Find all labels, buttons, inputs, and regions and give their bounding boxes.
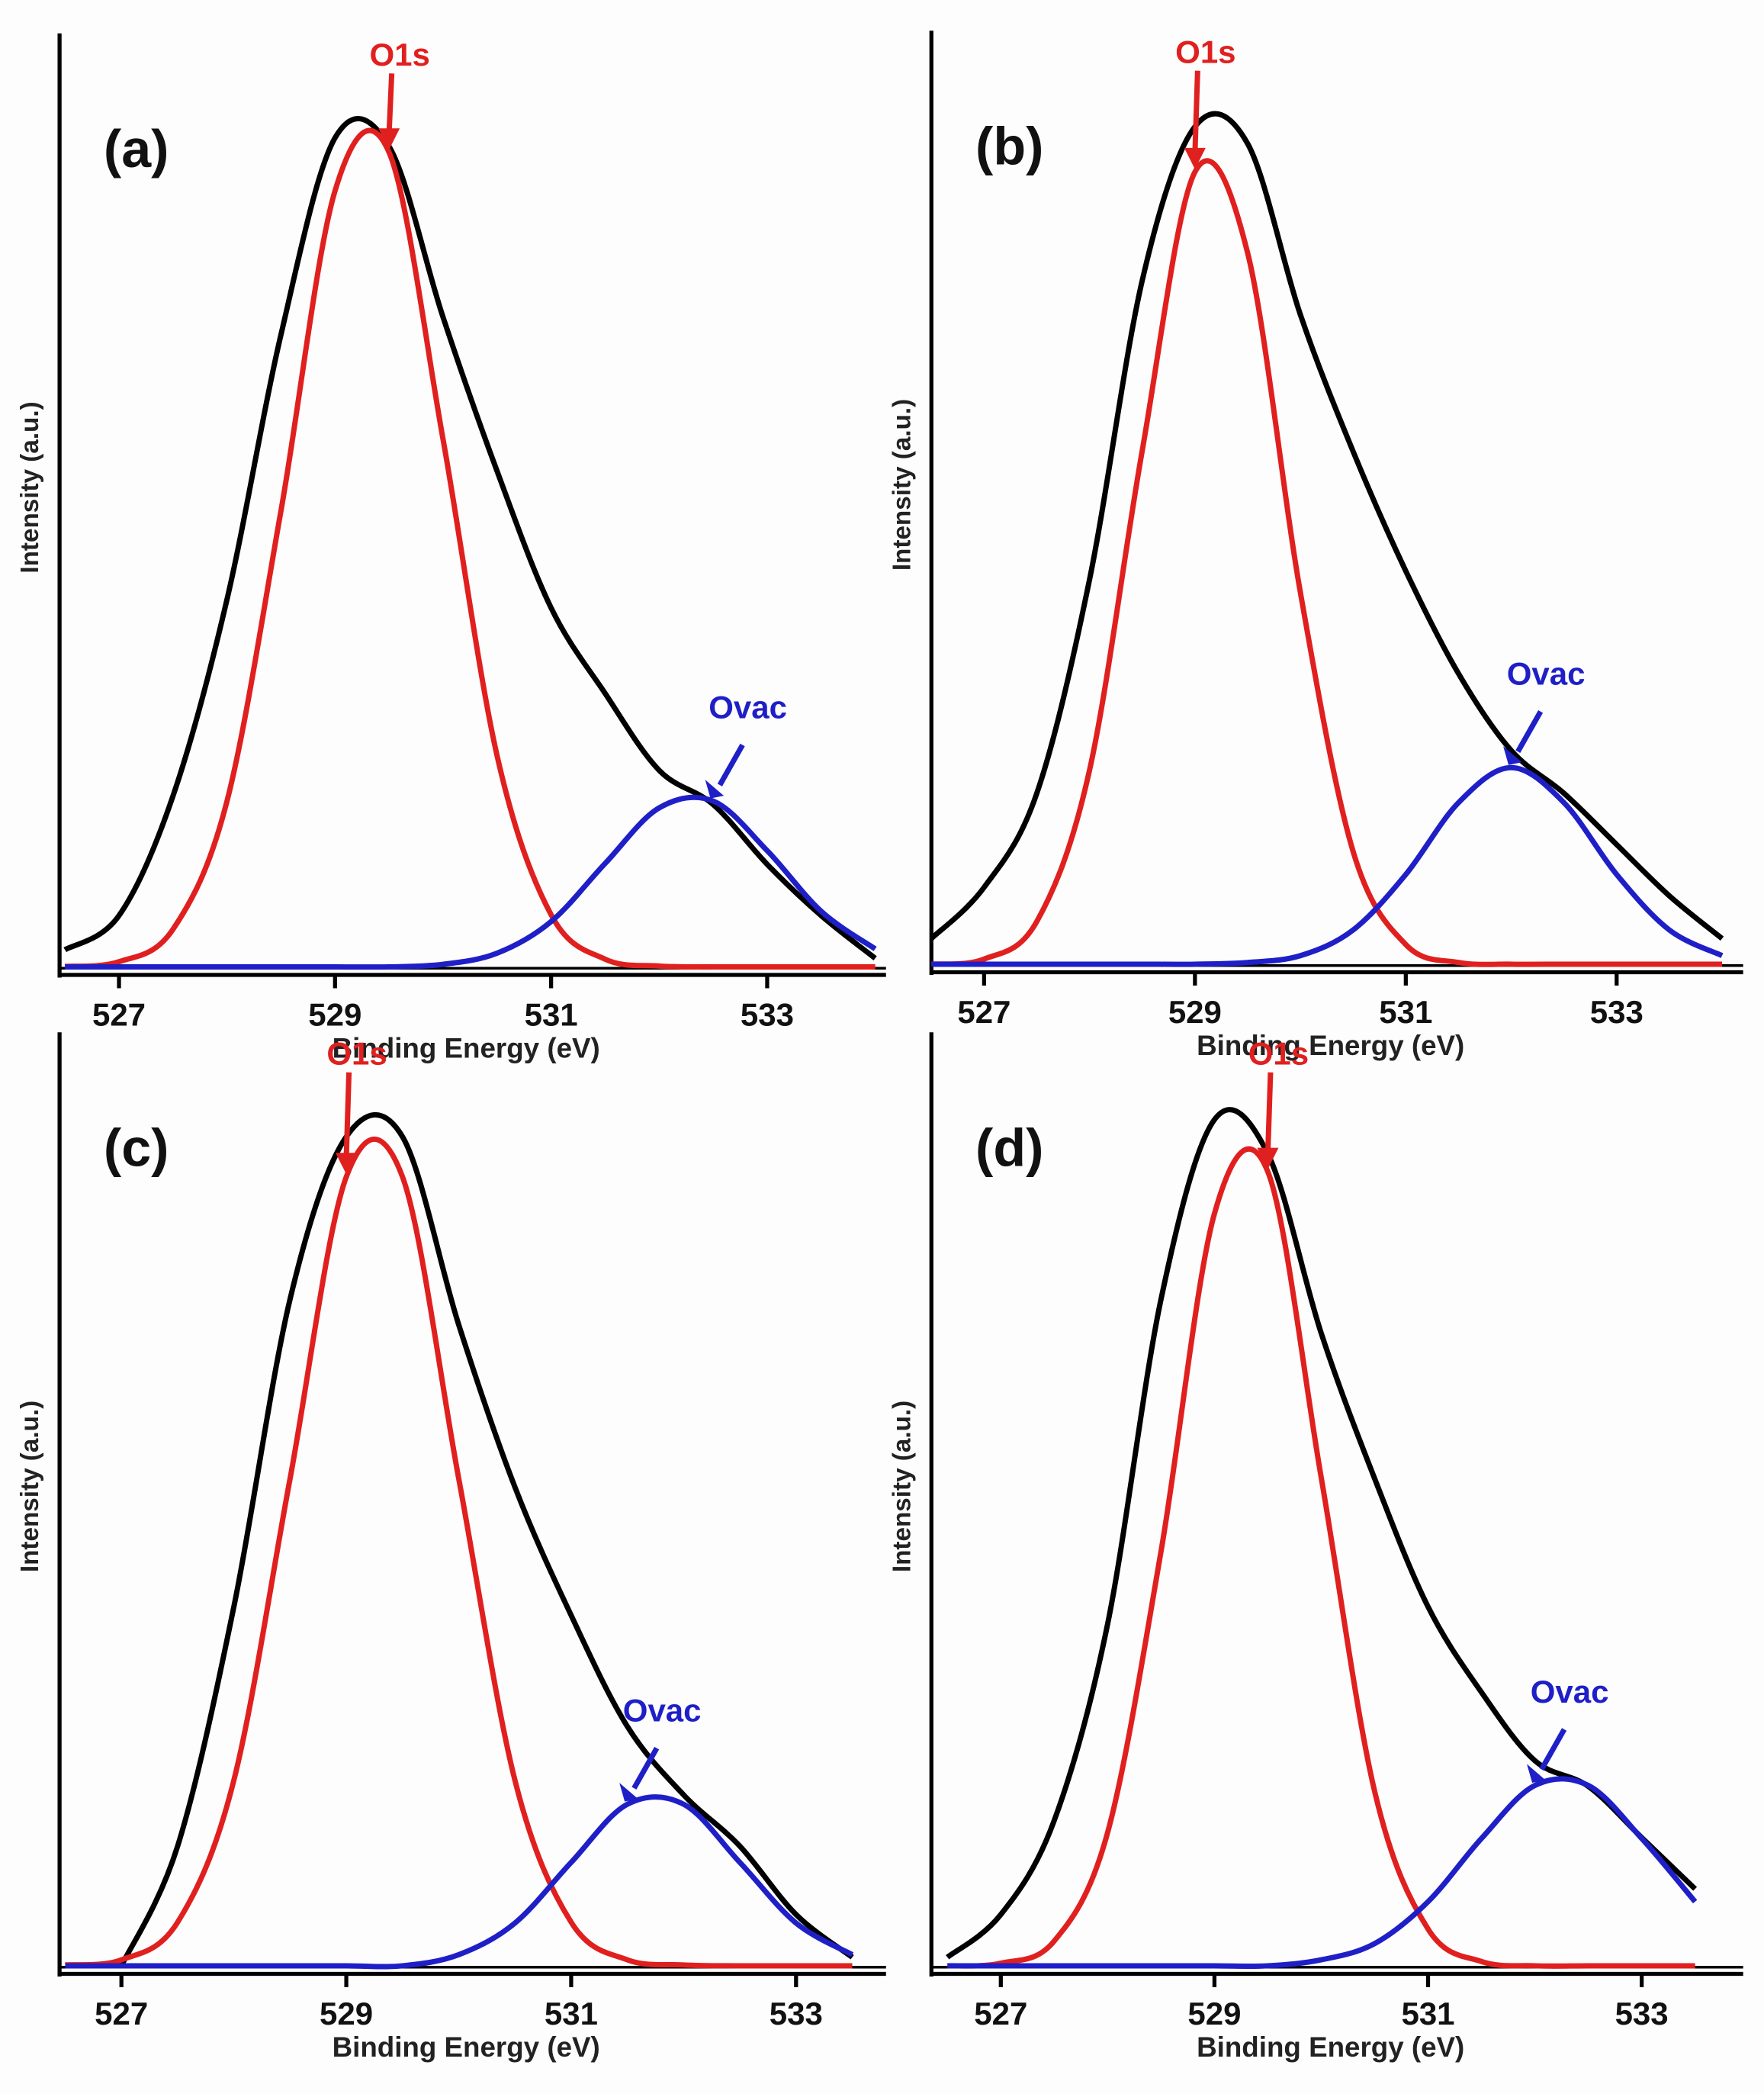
panel: 527 529 531 533 Binding Energy (eV) Intensity…	[16, 33, 886, 1064]
annotation-arrow	[1515, 710, 1544, 753]
annotation-arrow	[1539, 1728, 1567, 1771]
annotation: O1s	[1175, 34, 1235, 69]
annotation-arrow	[717, 743, 745, 786]
x-axis-title: Binding Energy (eV)	[333, 2031, 600, 2063]
annotation-arrowhead	[378, 128, 400, 150]
annotation-arrowhead	[619, 1783, 638, 1802]
x-tick-label: 531	[545, 1996, 598, 2031]
x-tick-label: 533	[770, 1996, 823, 2031]
annotation-arrowhead	[1257, 1147, 1279, 1169]
x-tick-label: 533	[1615, 1996, 1669, 2031]
x-tick-label: 527	[957, 994, 1011, 1030]
y-axis-title: Intensity (a.u.)	[16, 1401, 44, 1572]
series-line	[65, 794, 877, 970]
x-axis-title: Binding Energy (eV)	[1197, 2031, 1464, 2063]
x-axis-title: Binding Energy (eV)	[333, 1033, 600, 1064]
x-tick-label: 531	[1379, 994, 1432, 1030]
y-axis-title: Intensity (a.u.)	[888, 1401, 916, 1572]
y-axis-title: Intensity (a.u.)	[16, 401, 44, 573]
panel: 527 529 531 533 Binding Energy (eV) Intensity…	[16, 1032, 886, 2063]
x-tick-label: 529	[308, 996, 361, 1032]
x-tick-label: 531	[525, 996, 578, 1032]
series-line	[946, 1107, 1698, 1960]
annotation-arrow	[1264, 1072, 1274, 1153]
panel-label: (c)	[104, 1118, 169, 1177]
annotation-arrow	[1192, 70, 1200, 153]
series-line	[947, 1776, 1698, 1970]
annotation-arrowhead	[1503, 746, 1522, 765]
y-axis-title: Intensity (a.u.)	[888, 399, 916, 571]
annotation: Ovac	[1507, 656, 1586, 692]
series-line	[64, 127, 876, 970]
annotation-arrowhead	[705, 780, 725, 799]
annotation: O1s	[326, 1035, 387, 1071]
series-line	[63, 116, 877, 961]
series-line	[65, 1137, 853, 1969]
annotation-arrow	[343, 1072, 352, 1159]
series-line	[931, 764, 1724, 967]
annotation-arrow	[386, 73, 395, 134]
annotation: O1s	[1248, 1035, 1309, 1071]
series-line	[119, 1111, 854, 1967]
x-tick-label: 533	[1590, 994, 1644, 1030]
annotation: O1s	[369, 37, 429, 72]
series-line	[929, 111, 1724, 941]
annotation: Ovac	[708, 690, 787, 725]
panel-label: (a)	[104, 119, 169, 179]
annotation-arrowhead	[1527, 1764, 1546, 1784]
x-tick-label: 527	[95, 1996, 148, 2031]
x-tick-label: 533	[741, 996, 794, 1032]
x-tick-label: 529	[1187, 1996, 1241, 2031]
x-tick-label: 529	[1168, 994, 1222, 1030]
series-line	[930, 158, 1723, 967]
x-tick-label: 531	[1401, 1996, 1454, 2031]
annotation: Ovac	[623, 1693, 702, 1729]
panel-label: (d)	[975, 1118, 1043, 1177]
annotation-arrowhead	[336, 1153, 358, 1175]
x-tick-label: 529	[320, 1996, 373, 2031]
series-line	[947, 1146, 1695, 1969]
x-axis-title: Binding Energy (eV)	[1197, 1030, 1464, 1061]
annotation: Ovac	[1531, 1674, 1609, 1710]
annotation-arrowhead	[1184, 147, 1206, 169]
panel: 527 529 531 533 Binding Energy (eV) Intensity…	[888, 1032, 1743, 2063]
annotation-arrow	[631, 1746, 660, 1790]
x-tick-label: 527	[974, 1996, 1027, 2031]
panel: 527 529 531 533 Binding Energy (eV) Intensity…	[888, 31, 1743, 1061]
panel-label: (b)	[975, 116, 1043, 175]
x-tick-label: 527	[92, 996, 146, 1032]
series-line	[65, 1794, 854, 1970]
